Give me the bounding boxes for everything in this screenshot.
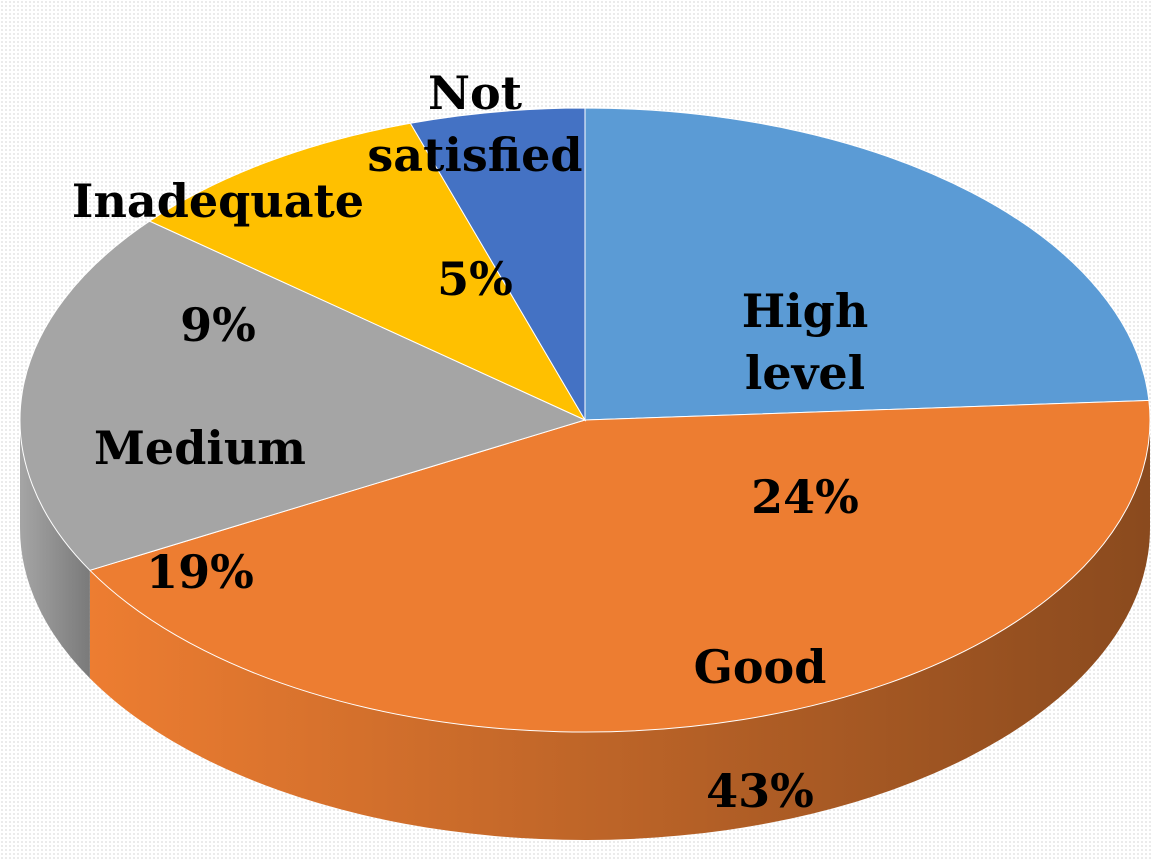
- slice-value: 19%: [146, 545, 254, 599]
- slice-label-medium: Medium 19%: [60, 355, 340, 603]
- slice-label-good: Good 43%: [660, 574, 860, 822]
- slice-name: Inadequate: [71, 174, 365, 228]
- slice-value: 24%: [751, 470, 859, 524]
- slice-high-level: [584, 107, 1150, 421]
- slice-value: 43%: [706, 764, 814, 818]
- slice-good: [88, 399, 1151, 733]
- slice-side-good: [89, 420, 1151, 840]
- slice-label-high-level: High level 24%: [700, 218, 910, 528]
- slice-medium: [19, 220, 587, 571]
- slice-name: Medium: [94, 421, 306, 475]
- slice-label-inadequate: Inadequate 9%: [48, 108, 388, 356]
- slice-name: Not satisfied: [367, 66, 583, 182]
- slice-value: 5%: [437, 252, 513, 306]
- slice-value: 9%: [180, 298, 256, 352]
- slice-not-satisfied: [409, 107, 586, 422]
- slice-inadequate: [148, 122, 587, 422]
- slice-label-not-satisfied: Not satisfied 5%: [330, 0, 620, 310]
- slice-side-medium: [20, 420, 90, 679]
- slice-name: High level: [741, 284, 869, 400]
- slice-name: Good: [693, 640, 827, 694]
